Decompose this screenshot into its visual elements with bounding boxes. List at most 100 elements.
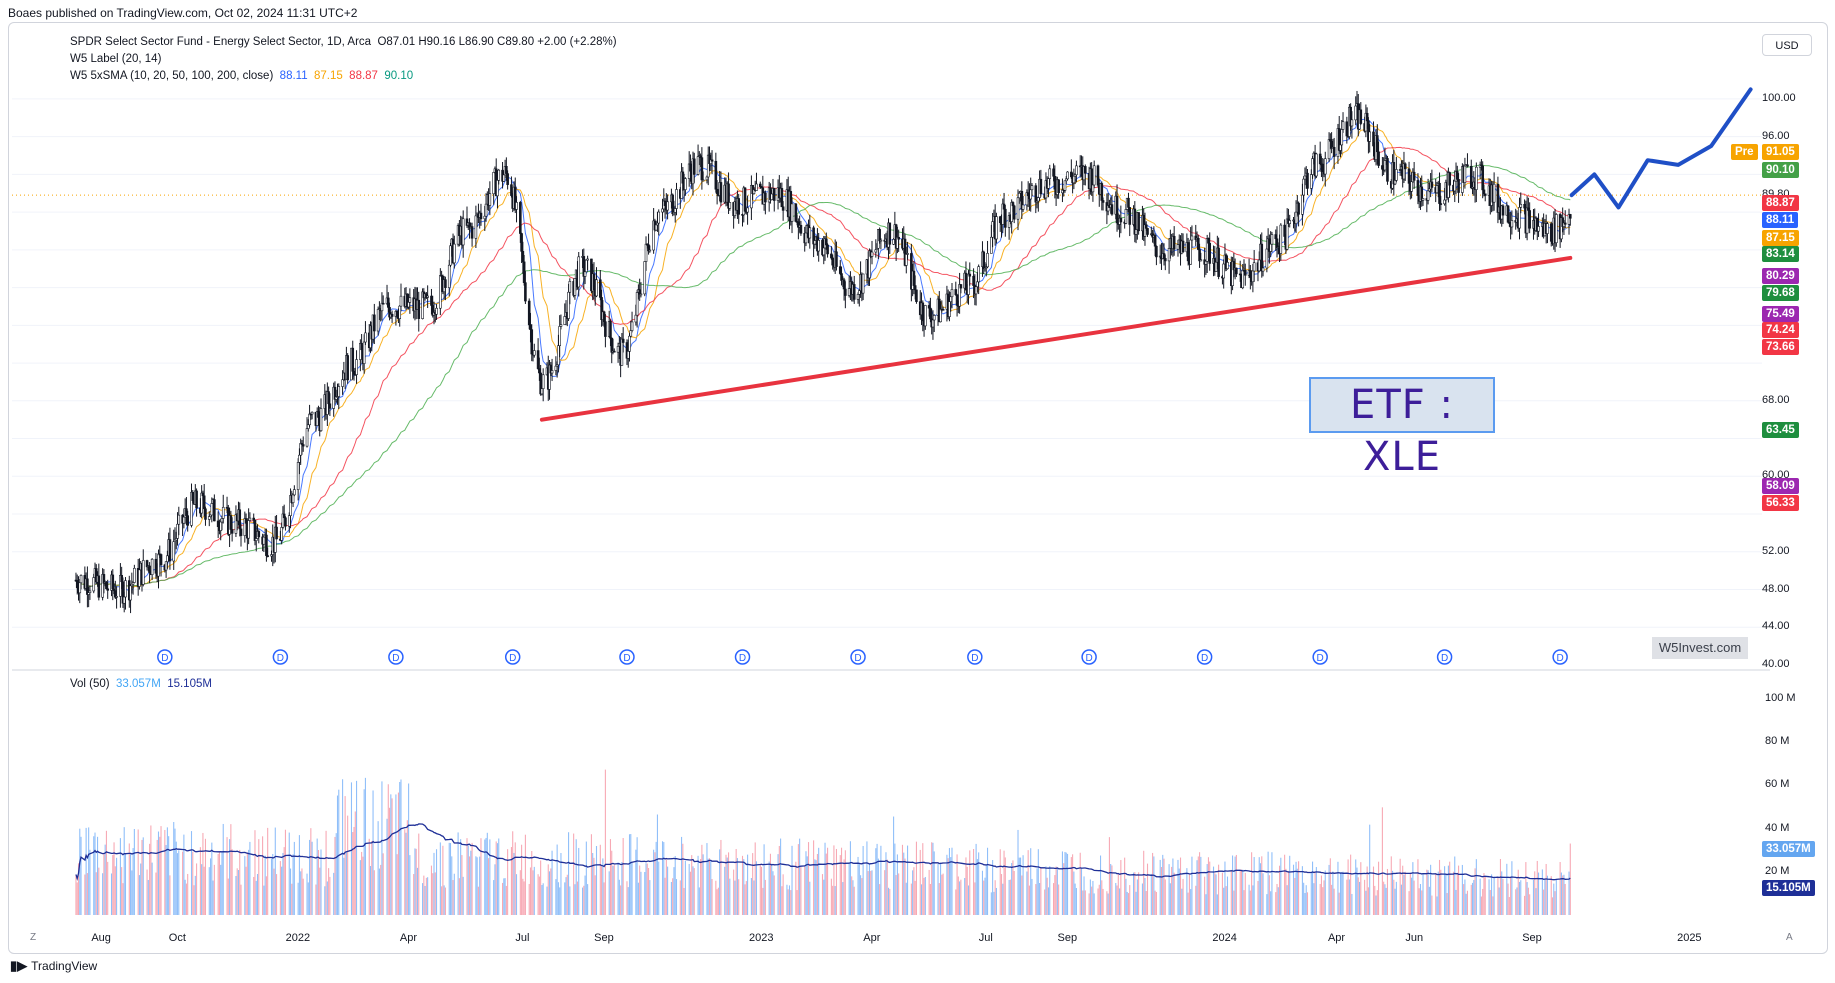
candle-body bbox=[253, 519, 257, 541]
sma-10-line bbox=[75, 116, 1571, 592]
candle-body bbox=[666, 201, 669, 211]
candle-body bbox=[522, 261, 526, 283]
candle-body bbox=[1416, 180, 1420, 196]
candle-body bbox=[1327, 139, 1331, 160]
candle-body bbox=[1321, 163, 1325, 172]
candle-body bbox=[1252, 262, 1256, 272]
candle-body bbox=[675, 189, 678, 209]
candle-body bbox=[758, 183, 762, 187]
candle-body bbox=[407, 302, 410, 308]
candle-body bbox=[915, 289, 918, 302]
candle-body bbox=[1037, 197, 1040, 202]
candle-body bbox=[252, 517, 256, 521]
dividend-marker: D bbox=[1436, 649, 1453, 665]
time-axis-tick: 2023 bbox=[749, 932, 774, 944]
scale-mode-z-icon[interactable]: Z bbox=[30, 932, 37, 943]
volume-axis-tick: 40 M bbox=[1765, 821, 1790, 834]
candle-body bbox=[341, 379, 344, 387]
candle-body bbox=[470, 226, 474, 239]
candle-body bbox=[825, 238, 828, 246]
dividend-label: D bbox=[161, 653, 168, 664]
candle-body bbox=[1555, 214, 1558, 244]
dividend-marker: D bbox=[1196, 649, 1213, 665]
candle-body bbox=[714, 160, 718, 190]
tradingview-brand[interactable]: ▮▶ TradingView bbox=[10, 958, 97, 974]
volume-axis-tick: 20 M bbox=[1765, 864, 1790, 877]
candle-body bbox=[1222, 263, 1225, 279]
candle-body bbox=[138, 569, 141, 587]
legend-sma-row: W5 5xSMA (10, 20, 50, 100, 200, close) 8… bbox=[70, 68, 617, 85]
dividend-label: D bbox=[1085, 653, 1092, 664]
sma-100-line bbox=[75, 164, 1571, 588]
candle-body bbox=[1439, 203, 1443, 205]
candle-body bbox=[524, 282, 527, 302]
candle-body bbox=[1381, 165, 1384, 170]
candle-body bbox=[657, 211, 661, 224]
candle-body bbox=[1537, 226, 1540, 232]
candle-body bbox=[204, 508, 207, 520]
candle-body bbox=[840, 273, 843, 281]
candle-body bbox=[964, 272, 968, 291]
candle-body bbox=[1176, 244, 1180, 250]
candle-body bbox=[654, 224, 658, 231]
candle-body bbox=[220, 518, 224, 523]
legend-label-row: W5 Label (20, 14) bbox=[70, 53, 162, 65]
candle-body bbox=[563, 316, 567, 325]
candle-body bbox=[1323, 158, 1327, 175]
currency-button[interactable]: USD bbox=[1762, 34, 1812, 56]
candle-body bbox=[453, 243, 456, 264]
candle-body bbox=[399, 295, 403, 307]
candle-body bbox=[1568, 214, 1572, 219]
candle-body bbox=[991, 221, 994, 238]
time-axis-tick: Sep bbox=[1057, 932, 1078, 944]
candle-body bbox=[1407, 168, 1411, 184]
candle-body bbox=[1410, 181, 1413, 192]
candle-body bbox=[308, 413, 311, 426]
candlesticks bbox=[74, 90, 1572, 614]
volume-label: 33.057M bbox=[1762, 841, 1815, 857]
candle-body bbox=[1034, 185, 1038, 203]
time-axis-tick: Jun bbox=[1405, 932, 1424, 944]
candle-body bbox=[1167, 248, 1171, 262]
price-label: 58.09 bbox=[1762, 478, 1799, 494]
candle-body bbox=[995, 216, 998, 240]
price-axis-tick: 40.00 bbox=[1762, 658, 1790, 670]
candle-body bbox=[186, 515, 189, 526]
volume-label: 15.105M bbox=[1762, 880, 1815, 896]
candle-body bbox=[540, 388, 544, 395]
candle-body bbox=[244, 518, 248, 524]
candle-body bbox=[1057, 179, 1060, 194]
candle-body bbox=[1207, 238, 1210, 244]
candle-body bbox=[219, 521, 223, 531]
price-label: 88.87 bbox=[1762, 195, 1799, 211]
candle-body bbox=[1101, 200, 1105, 203]
candle-body bbox=[1189, 239, 1192, 265]
candle-body bbox=[1340, 129, 1344, 146]
moving-averages bbox=[75, 116, 1571, 592]
legend-symbol-row: SPDR Select Sector Fund - Energy Select … bbox=[70, 34, 617, 51]
candle-body bbox=[986, 253, 989, 268]
candle-body bbox=[931, 319, 935, 328]
scale-mode-a-icon[interactable]: A bbox=[1786, 932, 1793, 943]
candle-body bbox=[628, 335, 631, 352]
candle-body bbox=[1021, 204, 1025, 210]
candle-body bbox=[1528, 210, 1531, 229]
dividend-circle bbox=[388, 649, 404, 665]
candle-body bbox=[328, 403, 332, 409]
candle-body bbox=[972, 275, 975, 286]
dividend-circle bbox=[967, 649, 983, 665]
brand-name: TradingView bbox=[31, 959, 98, 973]
candle-body bbox=[296, 462, 300, 490]
candle-body bbox=[835, 251, 838, 267]
dividend-marker: D bbox=[850, 649, 866, 665]
candle-body bbox=[743, 187, 747, 212]
candle-body bbox=[319, 408, 323, 432]
candle-body bbox=[529, 324, 532, 330]
candle-body bbox=[701, 179, 705, 182]
trendline bbox=[12, 194, 1762, 422]
candle-body bbox=[111, 574, 115, 590]
candle-body bbox=[386, 297, 390, 308]
candle-body bbox=[604, 321, 607, 337]
